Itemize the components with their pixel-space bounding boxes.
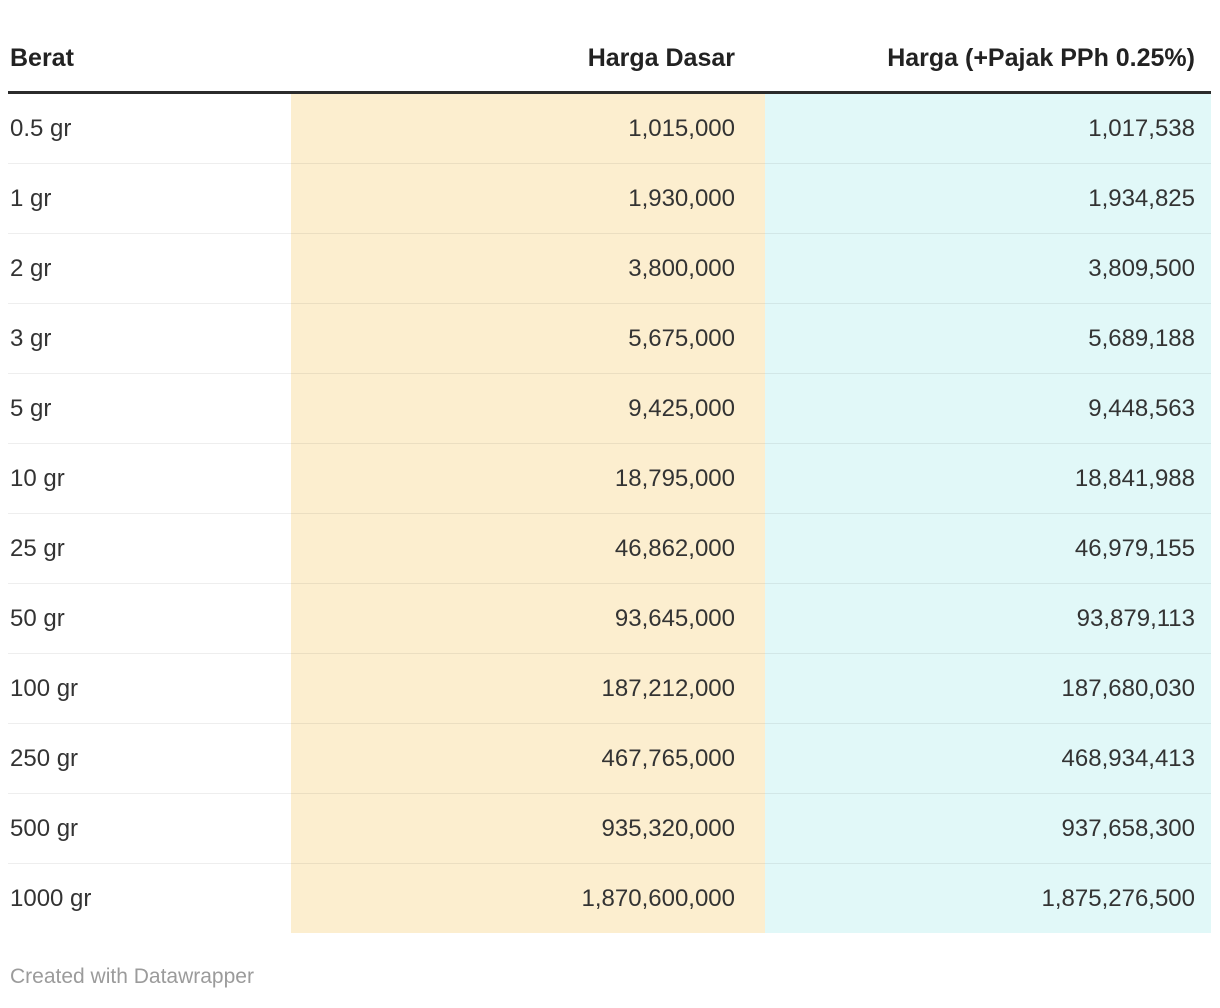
cell-harga-dasar: 1,015,000 (291, 92, 765, 164)
column-header-harga-pajak: Harga (+Pajak PPh 0.25%) (765, 26, 1211, 94)
cell-harga-pajak: 93,879,113 (765, 583, 1211, 654)
cell-harga-dasar: 9,425,000 (291, 373, 765, 444)
cell-harga-pajak: 1,017,538 (765, 92, 1211, 164)
cell-harga-dasar: 187,212,000 (291, 653, 765, 724)
cell-harga-dasar: 18,795,000 (291, 443, 765, 514)
table-row: 2 gr 3,800,000 3,809,500 (8, 233, 1211, 304)
column-header-harga-dasar: Harga Dasar (291, 26, 765, 94)
table-row: 0.5 gr 1,015,000 1,017,538 (8, 92, 1211, 164)
cell-harga-dasar: 3,800,000 (291, 233, 765, 304)
cell-berat: 5 gr (8, 373, 291, 444)
cell-harga-pajak: 5,689,188 (765, 303, 1211, 374)
table-row: 250 gr 467,765,000 468,934,413 (8, 723, 1211, 794)
datawrapper-credit-link[interactable]: Created with Datawrapper (10, 965, 254, 988)
cell-harga-pajak: 3,809,500 (765, 233, 1211, 304)
price-table: Berat Harga Dasar Harga (+Pajak PPh 0.25… (8, 26, 1211, 933)
table-row: 500 gr 935,320,000 937,658,300 (8, 793, 1211, 864)
table-row: 25 gr 46,862,000 46,979,155 (8, 513, 1211, 584)
column-header-berat: Berat (8, 26, 291, 94)
cell-berat: 100 gr (8, 653, 291, 724)
cell-berat: 2 gr (8, 233, 291, 304)
table-body: 0.5 gr 1,015,000 1,017,538 1 gr 1,930,000 1,9… (8, 92, 1211, 933)
header-row: Berat Harga Dasar Harga (+Pajak PPh 0.25… (8, 26, 1211, 94)
cell-harga-dasar: 935,320,000 (291, 793, 765, 864)
cell-harga-dasar: 93,645,000 (291, 583, 765, 654)
cell-harga-dasar: 1,870,600,000 (291, 863, 765, 933)
cell-harga-dasar: 5,675,000 (291, 303, 765, 374)
cell-harga-pajak: 468,934,413 (765, 723, 1211, 794)
cell-berat: 25 gr (8, 513, 291, 584)
cell-harga-pajak: 18,841,988 (765, 443, 1211, 514)
cell-harga-pajak: 1,875,276,500 (765, 863, 1211, 933)
table-row: 50 gr 93,645,000 93,879,113 (8, 583, 1211, 654)
cell-berat: 50 gr (8, 583, 291, 654)
cell-berat: 1000 gr (8, 863, 291, 933)
cell-harga-pajak: 937,658,300 (765, 793, 1211, 864)
cell-berat: 250 gr (8, 723, 291, 794)
cell-berat: 0.5 gr (8, 92, 291, 164)
cell-berat: 10 gr (8, 443, 291, 514)
table-row: 1 gr 1,930,000 1,934,825 (8, 163, 1211, 234)
cell-harga-pajak: 187,680,030 (765, 653, 1211, 724)
table-row: 5 gr 9,425,000 9,448,563 (8, 373, 1211, 444)
cell-berat: 500 gr (8, 793, 291, 864)
cell-harga-dasar: 46,862,000 (291, 513, 765, 584)
table-header: Berat Harga Dasar Harga (+Pajak PPh 0.25… (8, 26, 1211, 94)
cell-harga-pajak: 9,448,563 (765, 373, 1211, 444)
cell-harga-pajak: 46,979,155 (765, 513, 1211, 584)
cell-harga-dasar: 1,930,000 (291, 163, 765, 234)
cell-berat: 3 gr (8, 303, 291, 374)
cell-berat: 1 gr (8, 163, 291, 234)
cell-harga-pajak: 1,934,825 (765, 163, 1211, 234)
table-row: 100 gr 187,212,000 187,680,030 (8, 653, 1211, 724)
table-row: 3 gr 5,675,000 5,689,188 (8, 303, 1211, 374)
cell-harga-dasar: 467,765,000 (291, 723, 765, 794)
table-row: 1000 gr 1,870,600,000 1,875,276,500 (8, 863, 1211, 933)
table-row: 10 gr 18,795,000 18,841,988 (8, 443, 1211, 514)
